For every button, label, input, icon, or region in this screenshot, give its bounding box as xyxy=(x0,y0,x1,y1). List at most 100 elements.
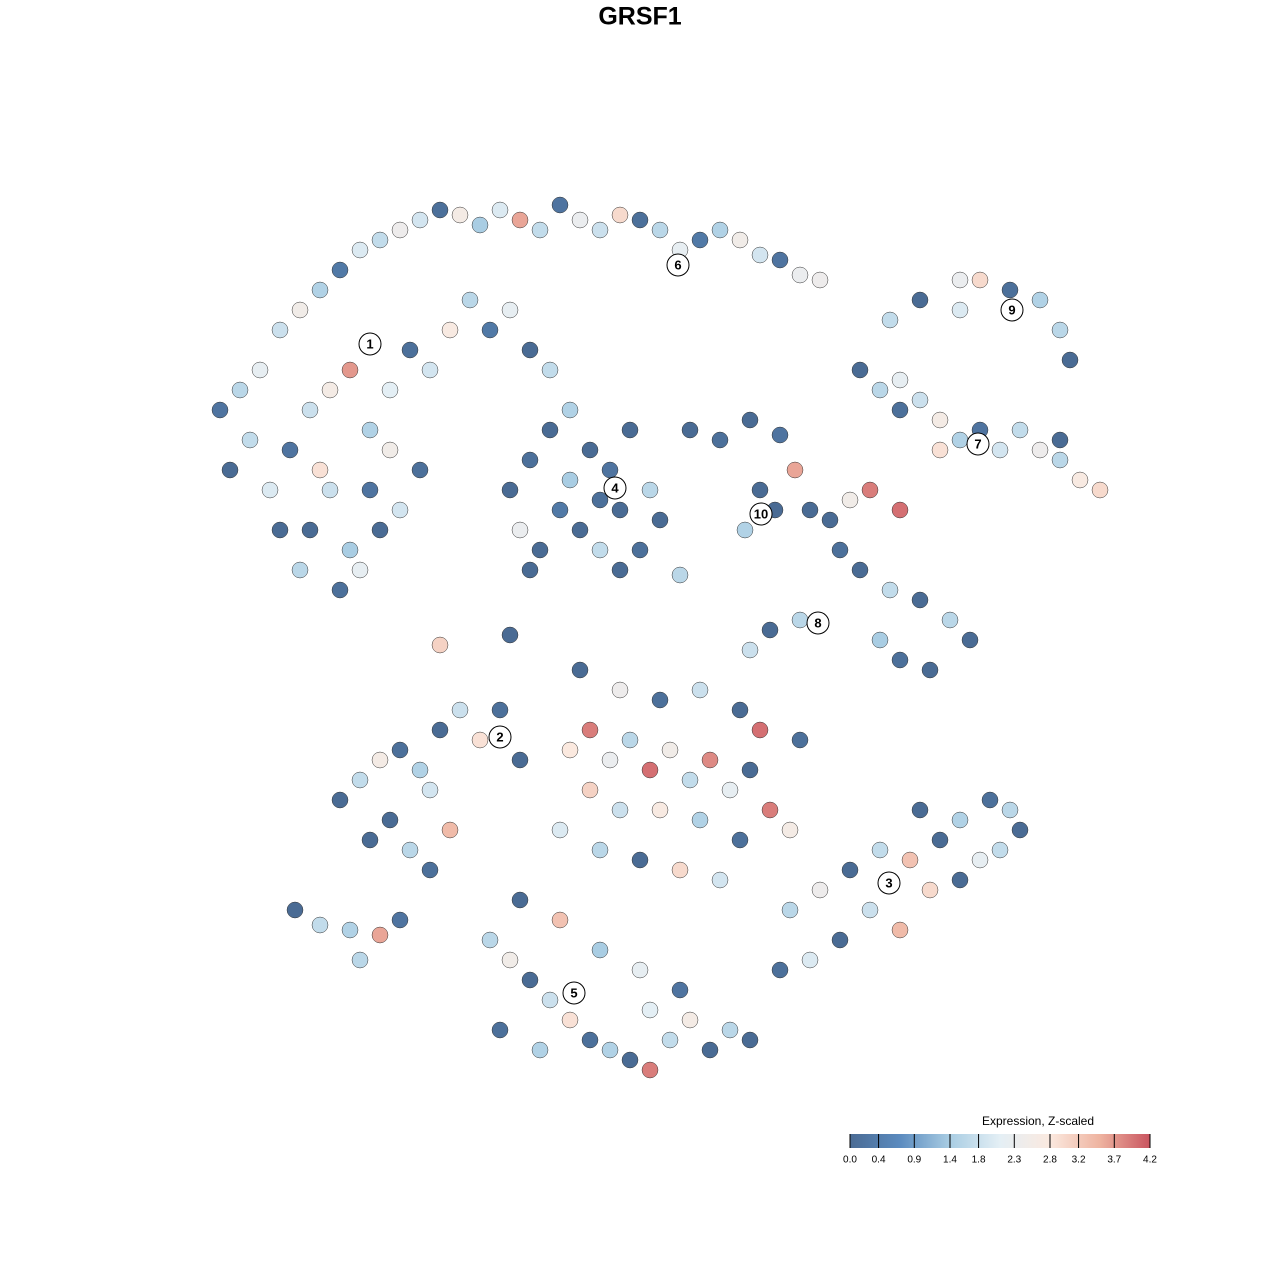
cell-point xyxy=(651,511,669,529)
cell-point xyxy=(671,981,689,999)
cell-point xyxy=(521,561,539,579)
colorbar-tick-label: 3.7 xyxy=(1107,1155,1121,1166)
cell-point xyxy=(881,311,899,329)
cluster-badge xyxy=(562,981,586,1005)
cell-point xyxy=(681,1011,699,1029)
cell-point xyxy=(351,951,369,969)
cell-point xyxy=(471,731,489,749)
cell-point xyxy=(631,961,649,979)
cell-point xyxy=(271,521,289,539)
chart-title: GRSF1 xyxy=(598,3,681,31)
cell-point xyxy=(561,471,579,489)
cell-point xyxy=(651,221,669,239)
cell-point xyxy=(321,381,339,399)
cell-point xyxy=(861,481,879,499)
cell-point xyxy=(331,261,349,279)
cell-point xyxy=(531,221,549,239)
cell-point xyxy=(711,871,729,889)
cell-point xyxy=(821,511,839,529)
cell-point xyxy=(611,681,629,699)
cell-point xyxy=(541,361,559,379)
cell-point xyxy=(771,426,789,444)
cell-point xyxy=(771,251,789,269)
cell-point xyxy=(901,851,919,869)
cell-point xyxy=(521,451,539,469)
cell-point xyxy=(811,881,829,899)
cluster-label: 9 xyxy=(1008,302,1015,317)
cell-point xyxy=(951,431,969,449)
cell-point xyxy=(311,916,329,934)
cell-point xyxy=(741,761,759,779)
colorbar-title: Expression, Z-scaled xyxy=(982,1114,1094,1128)
cell-point xyxy=(591,221,609,239)
cell-point xyxy=(831,931,849,949)
cell-point xyxy=(691,681,709,699)
cell-point xyxy=(341,361,359,379)
cell-point xyxy=(811,271,829,289)
cell-point xyxy=(371,521,389,539)
cell-point xyxy=(1011,821,1029,839)
cell-point xyxy=(641,761,659,779)
cell-point xyxy=(501,481,519,499)
cell-point xyxy=(951,271,969,289)
cell-point xyxy=(361,481,379,499)
cell-point xyxy=(371,751,389,769)
cell-point xyxy=(411,211,429,229)
cell-point xyxy=(681,421,699,439)
cell-point xyxy=(431,201,449,219)
cell-point xyxy=(301,401,319,419)
cell-point xyxy=(311,461,329,479)
cell-point xyxy=(211,401,229,419)
cell-point xyxy=(231,381,249,399)
cell-point xyxy=(981,791,999,809)
cell-point xyxy=(911,291,929,309)
cell-point xyxy=(521,341,539,359)
cell-point xyxy=(971,271,989,289)
cell-point xyxy=(841,491,859,509)
cell-point xyxy=(761,621,779,639)
colorbar-tick-label: 4.2 xyxy=(1143,1155,1157,1166)
colorbar-tick-label: 0.9 xyxy=(907,1155,921,1166)
cell-point xyxy=(501,626,519,644)
cell-point xyxy=(301,521,319,539)
cell-point xyxy=(501,301,519,319)
cell-point xyxy=(251,361,269,379)
cell-point xyxy=(631,211,649,229)
cell-point xyxy=(891,651,909,669)
cell-point xyxy=(891,401,909,419)
cell-point xyxy=(781,901,799,919)
cell-point xyxy=(391,741,409,759)
cell-point xyxy=(286,901,304,919)
cell-point xyxy=(381,811,399,829)
cell-point xyxy=(631,541,649,559)
cell-point xyxy=(751,246,769,264)
cell-point xyxy=(741,411,759,429)
cell-point xyxy=(591,491,609,509)
cell-point xyxy=(881,581,899,599)
cluster-badge xyxy=(358,332,382,356)
cell-point xyxy=(921,661,939,679)
cell-point xyxy=(1011,421,1029,439)
cell-point xyxy=(421,781,439,799)
cell-point xyxy=(431,636,449,654)
cell-point xyxy=(911,591,929,609)
cell-point xyxy=(961,631,979,649)
cell-point xyxy=(541,421,559,439)
colorbar-tick-label: 3.2 xyxy=(1072,1155,1086,1166)
cell-point xyxy=(561,401,579,419)
cell-point xyxy=(401,341,419,359)
cell-point xyxy=(221,461,239,479)
cell-point xyxy=(711,431,729,449)
cell-point xyxy=(631,851,649,869)
cell-point xyxy=(721,1021,739,1039)
cell-point xyxy=(291,561,309,579)
cell-point xyxy=(661,1031,679,1049)
cluster-badge xyxy=(603,476,627,500)
cell-point xyxy=(1001,281,1019,299)
cell-point xyxy=(561,1011,579,1029)
cell-point xyxy=(481,321,499,339)
cell-point xyxy=(891,371,909,389)
cell-point xyxy=(331,791,349,809)
cell-point xyxy=(861,901,879,919)
cell-point xyxy=(461,291,479,309)
